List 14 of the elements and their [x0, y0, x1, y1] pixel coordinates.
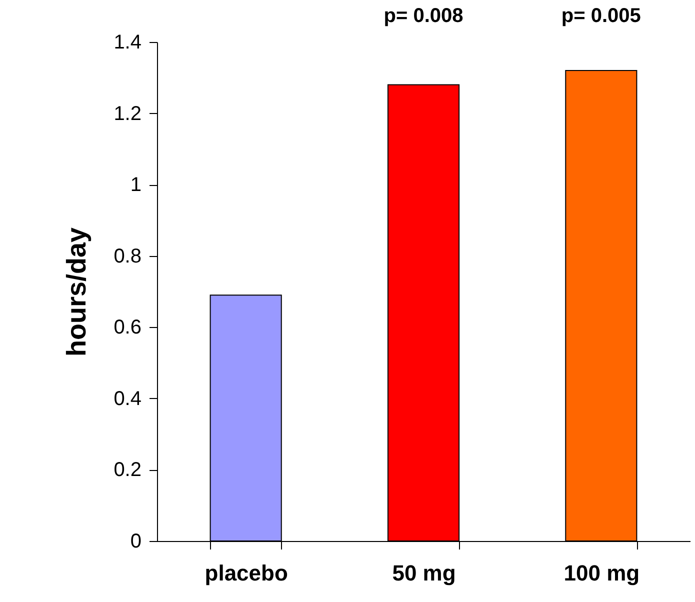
- x-tick-label: 100 mg: [564, 560, 640, 586]
- x-tick-label: 50 mg: [392, 560, 456, 586]
- y-axis-title: hours/day: [62, 227, 92, 357]
- text: p= 0.005: [561, 5, 641, 27]
- text: p= 0.008: [384, 5, 464, 27]
- y-tick-label: 0: [130, 530, 142, 552]
- y-tick-label: 1: [130, 174, 142, 196]
- y-tick-label: 1.2: [114, 102, 142, 125]
- y-tick-label: 1.4: [114, 32, 142, 54]
- y-tick-label: 0.8: [114, 245, 142, 268]
- y-tick-label: 0.6: [114, 316, 142, 339]
- x-tick-label: placebo: [204, 560, 288, 586]
- y-tick-label: 0.2: [114, 459, 142, 482]
- y-tick-label: 0.4: [114, 388, 142, 410]
